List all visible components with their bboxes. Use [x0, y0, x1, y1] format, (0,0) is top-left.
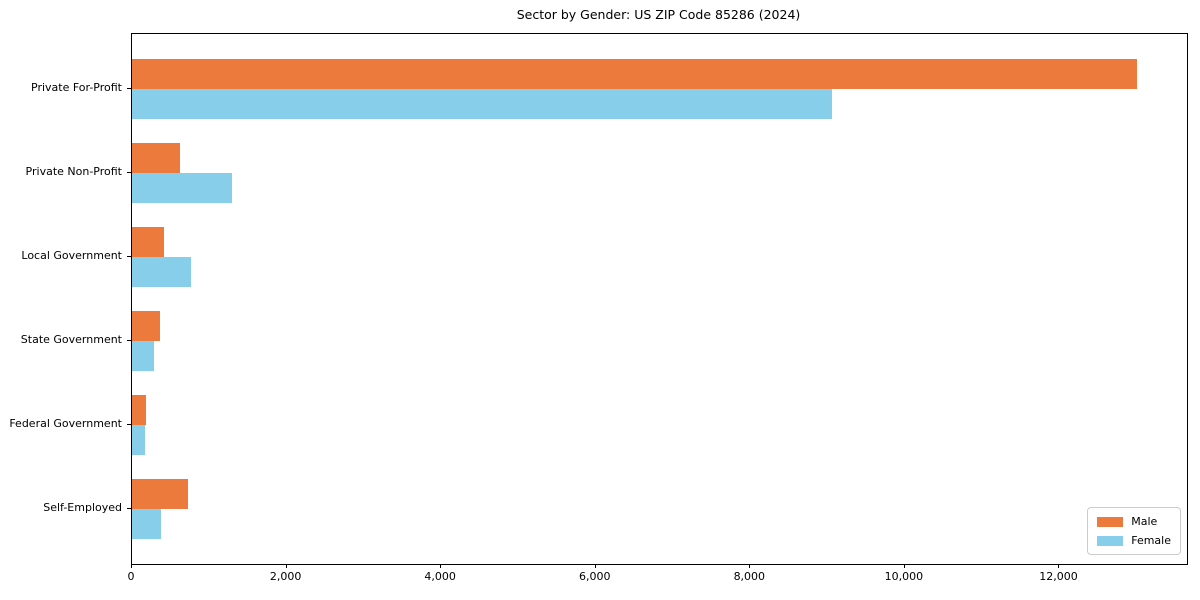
- bar-male-local-government: [132, 227, 165, 257]
- y-tick-mark: [127, 256, 131, 257]
- bar-male-private-for-profit: [132, 59, 1137, 89]
- x-tick-label-0: 0: [127, 570, 135, 583]
- y-tick-mark: [127, 88, 131, 89]
- legend-label-male: Male: [1131, 515, 1158, 528]
- y-tick-label-self-employed: Self-Employed: [43, 501, 122, 514]
- x-tick-mark: [594, 564, 596, 568]
- y-tick-label-federal-government: Federal Government: [9, 417, 122, 430]
- x-tick-mark: [749, 564, 751, 568]
- y-tick-label-private-for-profit: Private For-Profit: [31, 81, 122, 94]
- x-tick-label-6-000: 6,000: [578, 570, 611, 583]
- bar-female-private-for-profit: [132, 89, 833, 119]
- legend-item-female: Female: [1097, 534, 1171, 547]
- x-tick-mark: [440, 564, 442, 568]
- bar-male-state-government: [132, 311, 160, 341]
- x-tick-label-12-000: 12,000: [1039, 570, 1078, 583]
- y-tick-label-private-non-profit: Private Non-Profit: [25, 165, 122, 178]
- x-tick-mark: [903, 564, 905, 568]
- y-tick-mark: [127, 508, 131, 509]
- x-tick-mark: [1058, 564, 1060, 568]
- x-tick-label-8-000: 8,000: [733, 570, 766, 583]
- bar-male-self-employed: [132, 479, 189, 509]
- y-tick-mark: [127, 424, 131, 425]
- legend-item-male: Male: [1097, 515, 1171, 528]
- chart-title: Sector by Gender: US ZIP Code 85286 (202…: [516, 7, 801, 22]
- bar-female-state-government: [132, 341, 155, 371]
- y-tick-label-local-government: Local Government: [21, 249, 122, 262]
- legend-label-female: Female: [1131, 534, 1171, 547]
- plot-area: Male Female: [131, 33, 1188, 565]
- bar-female-private-non-profit: [132, 173, 233, 203]
- bar-male-federal-government: [132, 395, 147, 425]
- bar-female-self-employed: [132, 509, 161, 539]
- bar-female-federal-government: [132, 425, 146, 455]
- legend: Male Female: [1087, 507, 1181, 555]
- x-tick-label-4-000: 4,000: [424, 570, 456, 583]
- x-tick-label-2-000: 2,000: [269, 570, 302, 583]
- y-tick-mark: [127, 172, 131, 173]
- x-tick-mark: [285, 564, 287, 568]
- y-tick-label-state-government: State Government: [20, 333, 122, 346]
- bar-female-local-government: [132, 257, 191, 287]
- y-tick-mark: [127, 340, 131, 341]
- x-tick-label-10-000: 10,000: [884, 570, 924, 583]
- legend-swatch-icon-male: [1097, 516, 1124, 527]
- bar-male-private-non-profit: [132, 143, 180, 173]
- legend-swatch-icon-female: [1097, 535, 1124, 546]
- x-tick-mark: [131, 564, 132, 568]
